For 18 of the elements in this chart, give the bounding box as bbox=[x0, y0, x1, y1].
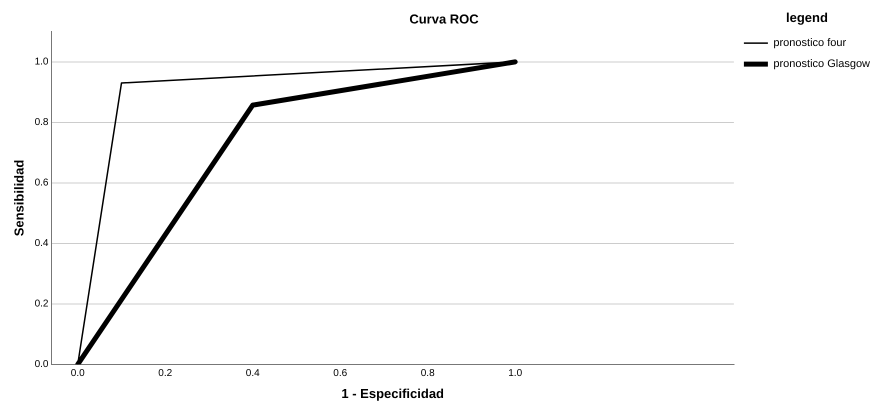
x-tick-label: 1.0 bbox=[508, 368, 523, 380]
legend-label: pronostico four bbox=[773, 37, 846, 50]
legend-label: pronostico Glasgow bbox=[773, 58, 870, 70]
legend-title: legend bbox=[786, 10, 828, 26]
x-tick-label: 0.8 bbox=[420, 368, 436, 380]
y-tick-label: 0.8 bbox=[34, 117, 49, 128]
chart-title: Curva ROC bbox=[409, 11, 480, 26]
y-tick-label: 0.4 bbox=[34, 238, 49, 250]
y-axis-title: Sensibilidad bbox=[11, 160, 26, 236]
x-tick-label: 0.2 bbox=[158, 368, 173, 380]
y-tick-label: 0.6 bbox=[34, 178, 49, 189]
x-tick-label: 0.6 bbox=[333, 368, 348, 380]
y-tick-label: 1.0 bbox=[34, 56, 49, 68]
x-tick-label: 0.0 bbox=[70, 368, 86, 380]
x-axis-title: 1 - Especificidad bbox=[341, 386, 444, 401]
x-tick-label: 0.4 bbox=[246, 368, 260, 380]
y-tick-label: 0.0 bbox=[34, 359, 49, 370]
y-tick-label: 0.2 bbox=[34, 298, 49, 310]
